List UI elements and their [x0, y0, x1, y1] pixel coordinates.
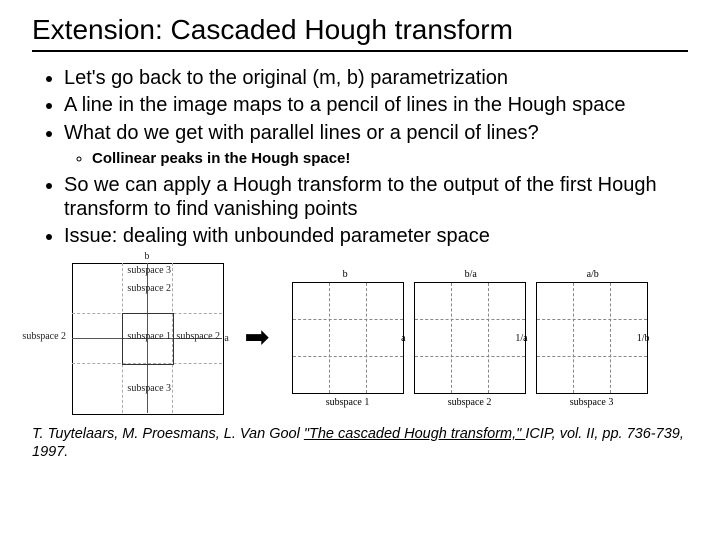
sub-bullet-list: Collinear peaks in the Hough space! [64, 149, 688, 169]
subspace-3-top-label: subspace 3 [127, 265, 171, 276]
subspace-box-1: b a subspace 1 [292, 282, 404, 394]
citation-title-link[interactable]: "The cascaded Hough transform," [304, 426, 525, 442]
box2-x-label: 1/a [515, 333, 527, 344]
figure-row: b a subspace 1 subspace 2 subspace 2 sub… [32, 263, 688, 413]
right-box-row: b a subspace 1 b/a 1/a subspace 2 a/b 1/… [292, 282, 648, 394]
subspace-3-bottom-label: subspace 3 [127, 383, 171, 394]
sub-bullet-1: Collinear peaks in the Hough space! [92, 149, 688, 169]
bullet-list: Let's go back to the original (m, b) par… [40, 66, 688, 249]
bullet-4: So we can apply a Hough transform to the… [64, 173, 688, 222]
subspace-box-3: a/b 1/b subspace 3 [536, 282, 648, 394]
subspace-2-top-label: subspace 2 [127, 283, 171, 294]
box2-caption: subspace 2 [415, 397, 525, 408]
box1-caption: subspace 1 [293, 397, 403, 408]
axis-x-label: a [224, 333, 228, 344]
bullet-3: What do we get with parallel lines or a … [64, 121, 688, 145]
citation: T. Tuytelaars, M. Proesmans, L. Van Gool… [32, 425, 688, 461]
arrow-icon: ➡ [240, 320, 273, 355]
left-diagram: b a subspace 1 subspace 2 subspace 2 sub… [72, 263, 222, 413]
bullet-1: Let's go back to the original (m, b) par… [64, 66, 688, 90]
subspace-2-left-label: subspace 2 [22, 331, 66, 342]
box3-caption: subspace 3 [537, 397, 647, 408]
bullet-5: Issue: dealing with unbounded parameter … [64, 224, 688, 248]
subspace-box-2: b/a 1/a subspace 2 [414, 282, 526, 394]
slide-title: Extension: Cascaded Hough transform [32, 14, 688, 52]
box1-y-label: b [343, 269, 348, 280]
box1-x-label: a [401, 333, 405, 344]
box2-y-label: b/a [465, 269, 477, 280]
box3-x-label: 1/b [637, 333, 650, 344]
subspace-2-right-label: subspace 2 [176, 331, 220, 342]
citation-authors: T. Tuytelaars, M. Proesmans, L. Van Gool [32, 426, 304, 442]
subspace-1-label: subspace 1 [127, 331, 171, 342]
axis-y-label: b [144, 251, 149, 262]
bullet-2: A line in the image maps to a pencil of … [64, 93, 688, 117]
box3-y-label: a/b [587, 269, 599, 280]
